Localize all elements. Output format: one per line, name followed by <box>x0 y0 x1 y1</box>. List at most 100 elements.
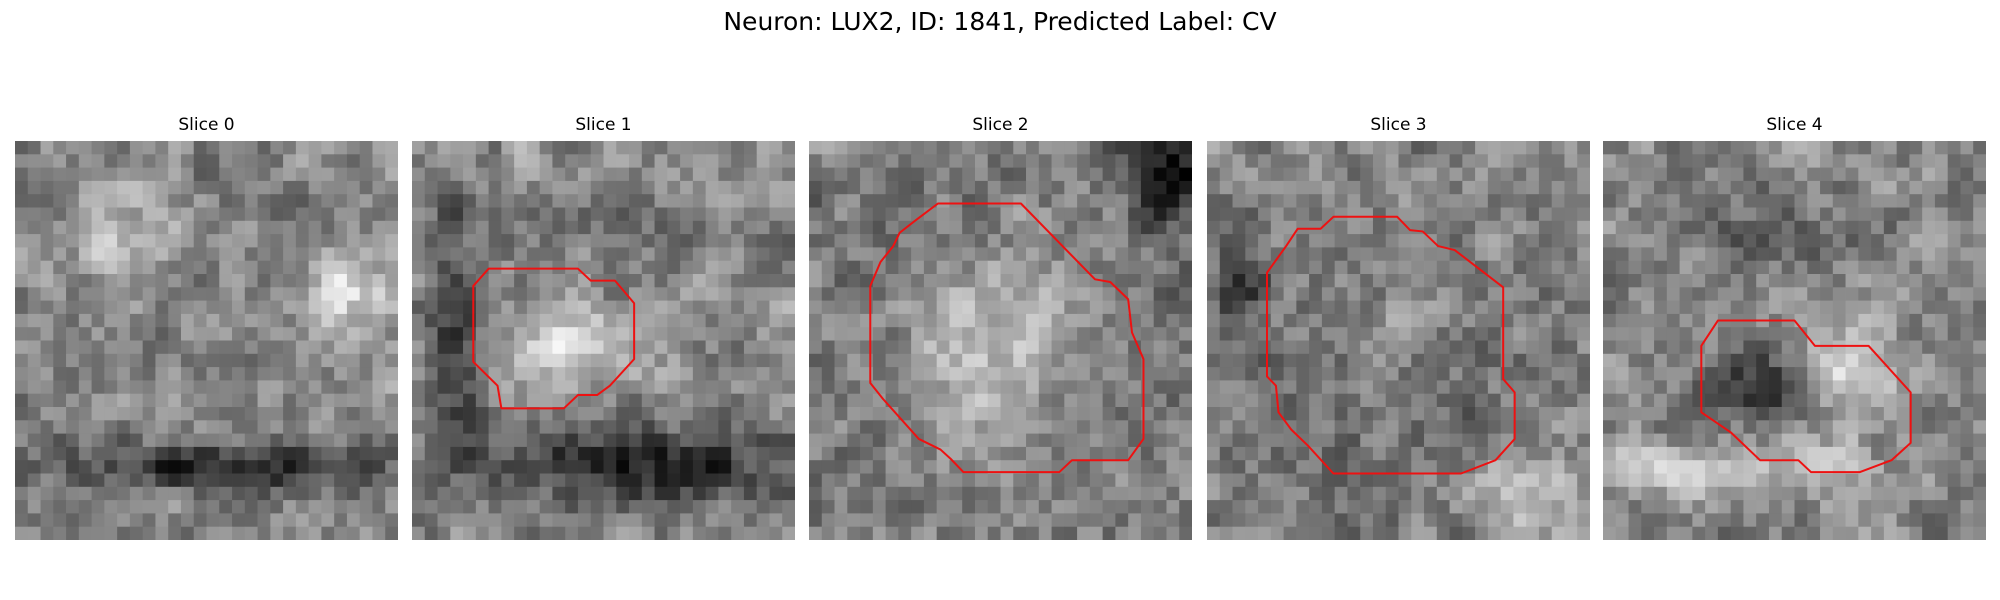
pixel <box>641 274 655 288</box>
pixel <box>155 393 169 408</box>
pixel <box>1475 340 1489 355</box>
pixel <box>1372 420 1387 434</box>
pixel <box>1309 260 1323 275</box>
pixel <box>283 260 297 275</box>
pixel <box>244 300 258 315</box>
pixel <box>705 513 719 528</box>
pixel <box>821 393 835 408</box>
pixel <box>923 393 938 408</box>
pixel <box>1641 247 1655 262</box>
pixel <box>809 433 823 448</box>
pixel <box>949 513 963 528</box>
pixel <box>1140 313 1155 328</box>
pixel <box>372 393 386 408</box>
pixel <box>552 260 566 275</box>
pixel <box>1360 141 1374 155</box>
pixel <box>692 460 707 474</box>
pixel <box>283 460 297 474</box>
pixel <box>898 340 912 355</box>
pixel <box>847 207 861 222</box>
pixel <box>898 260 912 275</box>
pixel <box>1026 300 1040 315</box>
pixel <box>1820 367 1834 381</box>
pixel <box>847 247 861 262</box>
pixel <box>1717 154 1732 168</box>
pixel <box>1615 460 1629 474</box>
pixel <box>680 513 694 528</box>
pixel <box>782 141 795 155</box>
pixel <box>756 327 770 341</box>
pixel <box>437 260 451 275</box>
pixel <box>155 167 169 182</box>
pixel <box>1207 420 1221 434</box>
pixel <box>705 353 719 368</box>
pixel <box>514 234 528 248</box>
pixel <box>450 393 464 408</box>
pixel <box>1654 154 1668 168</box>
pixel <box>1462 180 1476 195</box>
pixel <box>424 513 438 528</box>
pixel <box>1360 393 1374 408</box>
pixel <box>1051 513 1065 528</box>
pixel <box>1603 393 1617 408</box>
pixel <box>821 274 835 288</box>
pixel <box>705 167 719 182</box>
pixel <box>1245 154 1259 168</box>
pixel <box>1487 327 1502 341</box>
pixel <box>40 513 54 528</box>
pixel <box>1013 393 1027 408</box>
pixel <box>1321 513 1336 528</box>
pixel <box>1883 180 1898 195</box>
pixel <box>385 300 398 315</box>
pixel <box>590 433 604 448</box>
pixel <box>1641 420 1655 434</box>
pixel <box>1436 327 1450 341</box>
pixel <box>1013 460 1027 474</box>
pixel <box>1641 526 1655 540</box>
pixel <box>1603 420 1617 434</box>
pixel <box>308 194 322 208</box>
pixel <box>962 220 976 235</box>
pixel <box>692 327 707 341</box>
pixel <box>104 220 118 235</box>
pixel <box>1026 313 1040 328</box>
pixel <box>1564 167 1578 182</box>
pixel <box>1064 207 1078 222</box>
pixel <box>1909 287 1923 301</box>
pixel <box>1768 167 1783 182</box>
pixel <box>219 380 233 395</box>
pixel <box>1832 313 1846 328</box>
pixel <box>962 260 976 275</box>
pixel <box>180 500 195 514</box>
pixel <box>1166 154 1180 168</box>
pixel <box>359 313 373 328</box>
pixel <box>193 154 207 168</box>
pixel <box>1038 367 1052 381</box>
pixel <box>1372 473 1387 488</box>
pixel <box>616 367 630 381</box>
pixel <box>1321 194 1336 208</box>
pixel <box>321 353 335 368</box>
pixel <box>1219 300 1233 315</box>
pixel <box>283 367 297 381</box>
pixel <box>1692 367 1706 381</box>
pixel <box>1487 340 1502 355</box>
pixel <box>885 486 899 501</box>
pixel <box>1398 393 1412 408</box>
pixel <box>1615 300 1629 315</box>
pixel <box>1219 380 1233 395</box>
pixel <box>450 234 464 248</box>
pixel <box>1538 446 1553 461</box>
pixel <box>1820 460 1834 474</box>
pixel <box>1038 313 1052 328</box>
pixel <box>450 220 464 235</box>
pixel <box>590 473 604 488</box>
pixel <box>1538 141 1553 155</box>
pixel <box>283 313 297 328</box>
pixel <box>1820 446 1834 461</box>
pixel <box>450 526 464 540</box>
pixel <box>809 234 823 248</box>
pixel <box>743 141 758 155</box>
pixel <box>1128 500 1142 514</box>
pixel <box>1000 287 1014 301</box>
